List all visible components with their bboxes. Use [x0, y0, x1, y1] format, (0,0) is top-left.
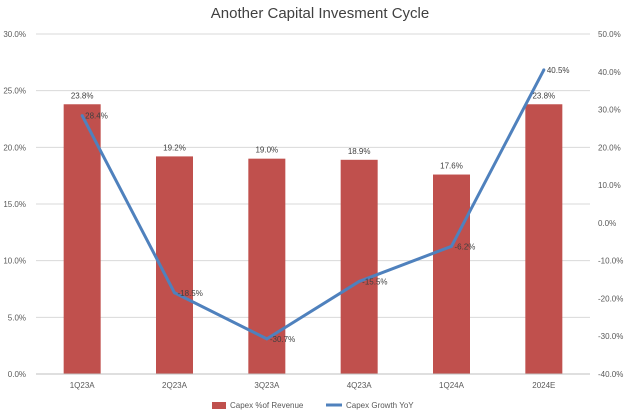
- y-right-tick-label: 50.0%: [598, 30, 621, 39]
- legend-label-line: Capex Growth YoY: [346, 401, 414, 410]
- line-point: [80, 114, 84, 118]
- y-right-tick-label: 40.0%: [598, 68, 621, 77]
- line-point: [542, 68, 546, 72]
- line-point: [265, 337, 269, 341]
- y-left-tick-label: 5.0%: [8, 313, 26, 322]
- bar-value-label: 18.9%: [348, 147, 371, 156]
- bar-series: [63, 104, 563, 375]
- line-point: [450, 244, 453, 248]
- bar-value-label: 17.6%: [440, 162, 463, 171]
- bar: [340, 159, 378, 374]
- bar-value-label: 19.0%: [255, 146, 278, 155]
- y-left-tick-label: 0.0%: [8, 370, 26, 379]
- line-value-label: -18.5%: [178, 289, 203, 298]
- y-left-tick-label: 20.0%: [3, 143, 26, 152]
- x-tick-label: 1Q24A: [439, 381, 465, 390]
- y-right-tick-label: 30.0%: [598, 106, 621, 115]
- y-left-tick-label: 10.0%: [3, 257, 26, 266]
- y-left-tick-label: 30.0%: [3, 30, 26, 39]
- line-point: [173, 291, 176, 295]
- y-right-tick-label: 20.0%: [598, 143, 621, 152]
- x-tick-label: 2024E: [532, 381, 555, 390]
- y-right-tick-label: -40.0%: [598, 370, 623, 379]
- line-series: [80, 68, 546, 341]
- axes: 0.0% 5.0% 10.0% 15.0% 20.0% 25.0% 30.0% -40.0% -…: [3, 30, 623, 390]
- bar: [433, 174, 470, 374]
- x-tick-label: 1Q23A: [70, 381, 96, 390]
- gridlines: [36, 33, 590, 375]
- data-labels: 23.8% 19.2% 19.0% 18.9% 17.6% 23.8% 28.4% -18.5…: [71, 66, 570, 344]
- legend: Capex %of Revenue Capex Growth YoY: [212, 401, 414, 410]
- x-tick-label: 4Q23A: [347, 381, 373, 390]
- line-value-label: 40.5%: [547, 66, 570, 75]
- bar-value-label: 19.2%: [163, 143, 186, 152]
- line-value-label: 28.4%: [85, 112, 108, 121]
- growth-line: [80, 69, 546, 341]
- y-right-tick-label: -30.0%: [598, 332, 623, 341]
- bar: [63, 104, 101, 375]
- bar: [525, 104, 563, 375]
- y-left-tick-label: 15.0%: [3, 200, 26, 209]
- line-value-label: -6.2%: [455, 242, 476, 251]
- x-tick-label: 2Q23A: [162, 381, 188, 390]
- y-right-tick-label: -10.0%: [598, 257, 623, 266]
- bar: [156, 156, 193, 374]
- legend-swatch-bar: [212, 402, 226, 409]
- line-point: [357, 279, 361, 283]
- x-tick-label: 3Q23A: [254, 381, 280, 390]
- y-left-tick-label: 25.0%: [3, 87, 26, 96]
- y-right-tick-label: -20.0%: [598, 294, 623, 303]
- legend-label-bar: Capex %of Revenue: [230, 401, 304, 410]
- line-value-label: -30.7%: [270, 335, 295, 344]
- y-right-tick-label: 10.0%: [598, 181, 621, 190]
- bar-value-label: 23.8%: [71, 91, 94, 100]
- chart-title: Another Capital Invesment Cycle: [211, 5, 429, 22]
- y-right-tick-label: 0.0%: [598, 219, 616, 228]
- bar-value-label: 23.8%: [532, 91, 555, 100]
- line-value-label: -15.5%: [362, 277, 387, 286]
